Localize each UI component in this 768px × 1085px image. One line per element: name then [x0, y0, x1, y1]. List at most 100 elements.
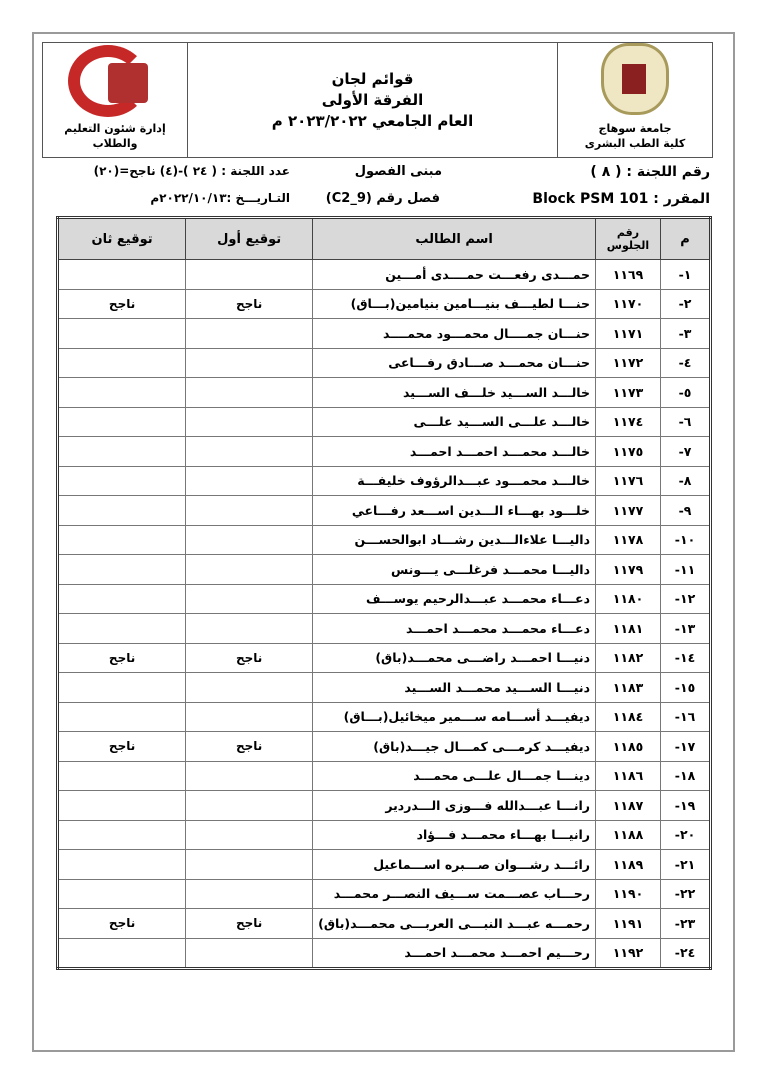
- table-row: -٦ ١١٧٤ خالـــد علـــى الســـيد علـــى: [56, 406, 711, 437]
- table-row: -١٠ ١١٧٨ داليـــا علاءالـــدين رشـــاد ابو…: [56, 524, 711, 555]
- first-signature: [185, 377, 314, 408]
- document-header: جامعة سوهاج كلية الطب البشرى قوائم لجان …: [42, 42, 713, 158]
- table-header-row: م رقم الجلوس اسم الطالب توقيع أول توقيع …: [56, 217, 711, 260]
- table-row: -٥ ١١٧٣ خالـــد الســـيد خلـــف الســـيد: [56, 377, 711, 408]
- serial-number: -١٩: [660, 790, 711, 821]
- serial-number: -١٨: [660, 760, 711, 791]
- first-signature: ناجح: [185, 731, 314, 762]
- first-signature: [185, 465, 314, 496]
- committee-count: عدد اللجنة : ( ٢٤ )-(٤) ناجح=(٢٠): [93, 164, 290, 178]
- table-row: -٢ ١١٧٠ حنـــا لطيـــف بنيـــامين بنيامين(…: [56, 288, 711, 319]
- university-block: جامعة سوهاج كلية الطب البشرى: [557, 43, 712, 157]
- first-signature: [185, 849, 314, 880]
- serial-number: -٤: [660, 347, 711, 378]
- faculty-logo: [60, 43, 170, 117]
- first-signature: [185, 819, 314, 850]
- seat-number: ١١٧٦: [595, 465, 661, 496]
- first-signature: ناجح: [185, 642, 314, 673]
- serial-number: -١١: [660, 554, 711, 585]
- table-row: -٧ ١١٧٥ خالـــد محمـــد احمـــد احمـــد: [56, 436, 711, 467]
- student-name: رانيـــا بهـــاء محمـــد فـــؤاد: [312, 819, 596, 850]
- seat-number: ١١٨٧: [595, 790, 661, 821]
- seat-number: ١١٨٠: [595, 583, 661, 614]
- first-signature: [185, 436, 314, 467]
- second-signature: [56, 937, 187, 969]
- page-frame: [32, 32, 735, 1052]
- university-name: جامعة سوهاج: [598, 122, 672, 135]
- seat-number: ١١٧١: [595, 318, 661, 349]
- first-signature: [185, 318, 314, 349]
- serial-number: -٢٣: [660, 908, 711, 939]
- student-name: رحـــاب عصـــمت ســـيف النصـــر محمـــد: [312, 878, 596, 909]
- table-row: -١٨ ١١٨٦ دينـــا جمـــال علـــى محمـــد: [56, 760, 711, 791]
- faculty-logo-block: إدارة شئون التعليم والطلاب: [43, 43, 187, 157]
- seat-number: ١١٩٢: [595, 937, 661, 969]
- student-name: رانـــا عبـــدالله فـــوزى الـــدردير: [312, 790, 596, 821]
- first-signature: [185, 583, 314, 614]
- second-signature: ناجح: [56, 908, 187, 939]
- first-signature: [185, 672, 314, 703]
- first-signature: [185, 259, 314, 290]
- doc-year-level: الفرقة الأولى: [321, 90, 424, 109]
- first-signature: [185, 878, 314, 909]
- committee-number: رقم اللجنة : ( ٨ ): [590, 164, 710, 180]
- exam-date: التـاريـــخ :٢٠٢٢/١٠/١٣م: [150, 191, 290, 205]
- table-row: -٢٣ ١١٩١ رحمـــه عبـــد النبـــى العربـــى…: [56, 908, 711, 939]
- second-signature: [56, 347, 187, 378]
- second-signature: ناجح: [56, 642, 187, 673]
- student-name: دينـــا جمـــال علـــى محمـــد: [312, 760, 596, 791]
- first-signature: [185, 347, 314, 378]
- student-name: حنـــا لطيـــف بنيـــامين بنيامين(بـــاق…: [312, 288, 596, 319]
- col-student-name: اسم الطالب: [312, 217, 596, 260]
- serial-number: -٦: [660, 406, 711, 437]
- seat-number: ١١٩٠: [595, 878, 661, 909]
- second-signature: [56, 790, 187, 821]
- seat-number: ١١٧٥: [595, 436, 661, 467]
- first-signature: [185, 790, 314, 821]
- info-row-2: المقرر : Block PSM 101 فصل رقم (C2_9) ال…: [60, 191, 710, 211]
- col-seat-number: رقم الجلوس: [595, 217, 661, 260]
- student-name: رائـــد رشـــوان صـــبره اســـماعيل: [312, 849, 596, 880]
- students-table: م رقم الجلوس اسم الطالب توقيع أول توقيع …: [56, 216, 712, 970]
- col-first-signature: توقيع أول: [185, 217, 314, 260]
- second-signature: [56, 318, 187, 349]
- table-row: -١٧ ١١٨٥ ديفيـــد كرمـــى كمـــال جيـــد(ب…: [56, 731, 711, 762]
- seat-number: ١١٨٣: [595, 672, 661, 703]
- table-row: -٨ ١١٧٦ خالـــد محمـــود عبـــدالرؤوف خليف…: [56, 465, 711, 496]
- first-signature: [185, 760, 314, 791]
- table-row: -٢٢ ١١٩٠ رحـــاب عصـــمت ســـيف النصـــر م…: [56, 878, 711, 909]
- building: مبنى الفصول: [354, 164, 442, 179]
- serial-number: -٧: [660, 436, 711, 467]
- university-seal-logo: [601, 43, 669, 115]
- second-signature: [56, 819, 187, 850]
- second-signature: [56, 259, 187, 290]
- course: المقرر : Block PSM 101: [532, 191, 710, 207]
- first-signature: [185, 554, 314, 585]
- serial-number: -٢: [660, 288, 711, 319]
- table-row: -٢٤ ١١٩٢ رحـــيم احمـــد محمـــد احمـــد: [56, 937, 711, 969]
- table-row: -٣ ١١٧١ حنـــان جمــــال محمـــود محمــــد: [56, 318, 711, 349]
- table-row: -٢١ ١١٨٩ رائـــد رشـــوان صـــبره اســـماع…: [56, 849, 711, 880]
- faculty-name: كلية الطب البشرى: [584, 137, 686, 150]
- student-name: خالـــد محمـــد احمـــد احمـــد: [312, 436, 596, 467]
- student-name: رحمـــه عبـــد النبـــى العربـــى محمـــ…: [312, 908, 596, 939]
- student-name: داليـــا علاءالـــدين رشـــاد ابوالحســـ…: [312, 524, 596, 555]
- first-signature: [185, 495, 314, 526]
- serial-number: -١٤: [660, 642, 711, 673]
- student-name: خلـــود بهـــاء الـــدين اســـعد رفـــاع…: [312, 495, 596, 526]
- title-block: قوائم لجان الفرقة الأولى العام الجامعي ٢…: [187, 43, 557, 157]
- student-name: داليـــا محمـــد فرغلـــى يـــونس: [312, 554, 596, 585]
- second-signature: [56, 613, 187, 644]
- academic-year: العام الجامعي ٢٠٢٣/٢٠٢٢ م: [271, 111, 474, 130]
- serial-number: -١٢: [660, 583, 711, 614]
- second-signature: [56, 406, 187, 437]
- seat-number: ١١٨٨: [595, 819, 661, 850]
- serial-number: -٢١: [660, 849, 711, 880]
- seat-number: ١١٩١: [595, 908, 661, 939]
- seat-number: ١١٨٢: [595, 642, 661, 673]
- student-name: حنـــان جمــــال محمـــود محمــــد: [312, 318, 596, 349]
- second-signature: [56, 495, 187, 526]
- second-signature: [56, 701, 187, 732]
- seat-number: ١١٨٤: [595, 701, 661, 732]
- seat-number: ١١٨٥: [595, 731, 661, 762]
